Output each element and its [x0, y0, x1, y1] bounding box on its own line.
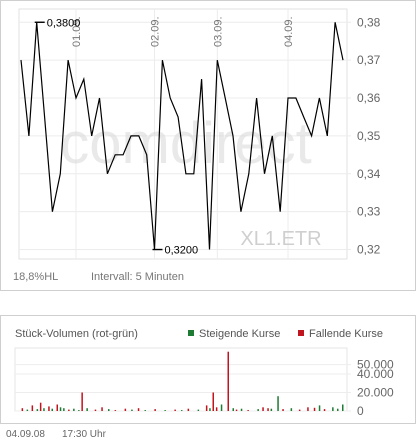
footer-date: 04.09.08: [6, 429, 45, 440]
volume-bar: [81, 392, 83, 411]
volume-bar: [298, 409, 301, 411]
legend-falling-label: Fallende Kurse: [309, 328, 383, 340]
volume-bar: [43, 408, 45, 411]
price-x-tick-label: 04.09.: [283, 16, 295, 47]
volume-bar: [51, 408, 53, 411]
volume-bar: [332, 407, 334, 411]
price-y-tick-label: 0,34: [357, 167, 381, 181]
volume-bar: [131, 409, 133, 411]
volume-bar: [209, 408, 211, 411]
volume-bar: [94, 409, 97, 411]
volume-bar: [270, 408, 273, 411]
volume-bar: [262, 407, 264, 411]
legend-rising-label: Steigende Kurse: [199, 328, 280, 340]
volume-bar: [31, 405, 34, 411]
volume-bar: [144, 410, 146, 411]
volume-bar: [232, 408, 234, 411]
volume-bar: [114, 410, 117, 411]
volume-bar: [68, 409, 70, 411]
price-chart: comdirect XL1.ETR 01.09. 02.09. 03.09. 04.0…: [13, 8, 381, 283]
volume-bar: [205, 405, 208, 411]
volume-bar: [36, 409, 39, 411]
volume-bar: [212, 392, 214, 411]
volume-chart-panel: Stück-Volumen (rot-grün) Steigende Kurse…: [0, 315, 416, 424]
volume-bar: [197, 409, 200, 411]
volume-bar: [21, 408, 24, 411]
volume-bar: [56, 404, 58, 411]
price-y-tick-label: 0,36: [357, 91, 381, 105]
volume-plot-frame: [14, 347, 348, 412]
volume-bar: [290, 408, 293, 411]
volume-bar: [220, 404, 223, 411]
volume-bar: [154, 409, 156, 411]
price-y-tick-label: 0,37: [357, 53, 381, 67]
volume-bar: [313, 407, 316, 411]
volume-y-tick-label: 0: [357, 404, 364, 418]
price-y-tick-label: 0,32: [357, 243, 381, 257]
volume-bar: [257, 409, 259, 411]
volume-bar: [78, 410, 80, 411]
price-y-labels: 0,38 0,37 0,36 0,35 0,34 0,33 0,32: [357, 15, 381, 256]
legend-rising-swatch: [188, 330, 194, 336]
price-x-labels: 01.09. 02.09. 03.09. 04.09.: [71, 16, 295, 47]
volume-bar: [174, 409, 176, 411]
volume-y-tick-label: 20.000: [357, 385, 394, 399]
price-x-tick-label: 02.09.: [150, 16, 162, 47]
price-y-tick-label: 0,38: [357, 15, 381, 29]
volume-bar: [240, 408, 243, 411]
volume-bar: [164, 410, 166, 411]
volume-bar: [267, 408, 269, 411]
price-annotations: 0,3800 0,3200: [34, 17, 199, 257]
volume-bar: [307, 407, 309, 411]
watermark-logo: comdirect: [60, 111, 311, 176]
volume-bar: [323, 409, 326, 411]
volume-bar: [39, 402, 42, 411]
interval-text: Intervall: 5 Minuten: [91, 271, 184, 283]
price-series-line: [20, 22, 344, 250]
volume-bar: [342, 404, 344, 411]
volume-bar: [337, 408, 339, 411]
volume-bar: [247, 410, 249, 411]
low-annotation-label: 0,3200: [165, 245, 199, 257]
volume-bars: [21, 351, 344, 411]
price-grid: [18, 8, 351, 260]
volume-bar: [86, 408, 88, 411]
volume-y-tick-label: 50.000: [357, 358, 394, 372]
volume-y-tick-label: 40.000: [357, 367, 394, 381]
price-y-tick-label: 0,35: [357, 129, 381, 143]
price-plot-frame: [18, 8, 348, 260]
price-x-tick-label: 03.09.: [212, 16, 224, 47]
volume-bar: [63, 408, 65, 411]
volume-bar: [277, 396, 279, 411]
volume-bar: [181, 410, 183, 411]
volume-bar: [59, 407, 62, 411]
volume-title: Stück-Volumen (rot-grün): [15, 328, 138, 340]
volume-bar: [48, 406, 50, 411]
volume-chart: Stück-Volumen (rot-grün) Steigende Kurse…: [14, 328, 394, 418]
volume-bar: [137, 408, 140, 411]
price-x-tick-label: 01.09.: [71, 16, 83, 47]
legend-falling-swatch: [298, 330, 304, 336]
volume-bar: [318, 405, 321, 411]
instrument-label: XL1.ETR: [240, 228, 321, 250]
volume-bar: [124, 408, 127, 411]
high-annotation-label: 0,3800: [47, 17, 81, 29]
range-text: 18,8%HL: [13, 271, 58, 283]
volume-bar: [282, 409, 284, 411]
volume-bar: [235, 409, 238, 411]
volume-bar: [73, 408, 75, 411]
volume-bar: [215, 407, 218, 411]
price-y-tick-label: 0,33: [357, 205, 381, 219]
volume-bar: [108, 409, 110, 411]
volume-bar: [187, 408, 190, 411]
volume-grid: [14, 347, 351, 412]
volume-bar: [227, 351, 229, 411]
volume-bar: [26, 409, 29, 411]
volume-bar: [101, 407, 103, 411]
price-chart-panel: comdirect XL1.ETR 01.09. 02.09. 03.09. 04.0…: [0, 0, 416, 291]
footer-time: 17:30 Uhr: [62, 429, 106, 440]
